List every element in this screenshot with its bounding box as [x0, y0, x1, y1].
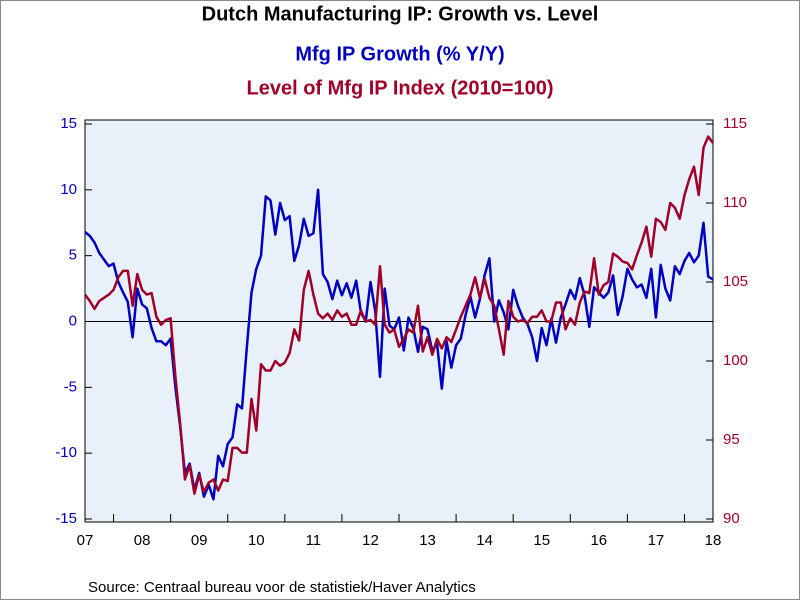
chart-title: Dutch Manufacturing IP: Growth vs. Level — [202, 3, 599, 25]
y2-tick-label: 95 — [723, 431, 740, 448]
x-tick-label: 07 — [77, 532, 94, 549]
y-tick-label: -15 — [55, 510, 77, 527]
x-tick-label: 10 — [248, 532, 265, 549]
y2-tick-label: 100 — [723, 352, 748, 369]
x-tick-label: 08 — [134, 532, 151, 549]
x-tick-label: 15 — [533, 532, 550, 549]
y-tick-label: 15 — [60, 115, 77, 132]
series-line — [84, 188, 714, 501]
x-tick-label: 11 — [306, 532, 322, 549]
y-tick-label: 0 — [69, 312, 77, 329]
x-tick-label: 09 — [191, 532, 208, 549]
series-line — [84, 135, 714, 495]
x-tick-label: 12 — [362, 532, 379, 549]
y-tick-label: 10 — [60, 181, 77, 198]
y-tick-label: -5 — [64, 378, 77, 395]
y-tick-label: -10 — [55, 444, 77, 461]
x-tick-label: 14 — [476, 532, 493, 549]
y2-tick-label: 105 — [723, 273, 748, 290]
x-tick-label: 13 — [419, 532, 436, 549]
x-tick-label: 17 — [648, 532, 665, 549]
subtitle: Mfg IP Growth (% Y/Y) — [295, 43, 504, 65]
subtitle: Level of Mfg IP Index (2010=100) — [247, 77, 554, 99]
y2-tick-label: 110 — [723, 194, 747, 211]
x-tick-label: 16 — [590, 532, 607, 549]
y2-tick-label: 115 — [723, 115, 747, 132]
y2-tick-label: 90 — [723, 510, 740, 527]
x-tick-label: 18 — [705, 532, 722, 549]
source: Source: Centraal bureau voor de statisti… — [88, 579, 476, 596]
y-tick-label: 5 — [69, 247, 77, 264]
